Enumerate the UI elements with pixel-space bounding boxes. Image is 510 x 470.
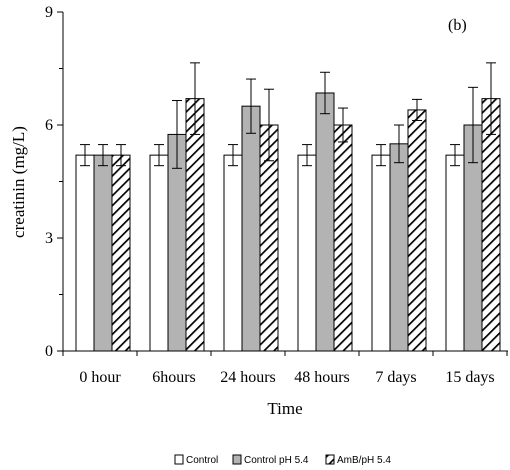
x-tick-label: 6hours — [152, 369, 196, 386]
y-tick-label: 0 — [45, 343, 53, 360]
y-tick-label: 6 — [45, 117, 53, 134]
x-tick-label: 15 days — [445, 369, 494, 386]
bar-amb-ph-5-4-0 — [111, 154, 131, 352]
x-tick-label: 7 days — [375, 369, 416, 386]
legend-label: Control pH 5.4 — [244, 455, 309, 466]
y-axis-title: creatinin (mg/L) — [9, 126, 28, 238]
bar-amb-ph-5-4-3 — [333, 124, 353, 352]
x-tick-label: 24 hours — [220, 369, 276, 386]
bar-control-3 — [297, 154, 317, 352]
bar-amb-ph-5-4-5 — [481, 98, 501, 352]
x-tick-label: 48 hours — [294, 369, 350, 386]
bar-control-0 — [75, 154, 95, 352]
panel-label: (b) — [448, 17, 467, 34]
bar-amb-ph-5-4-4 — [407, 109, 427, 352]
plot-area: 0 hour 6hours 24 hours 48 hours 7 days 15 day… — [45, 4, 508, 386]
y-tick-label: 9 — [45, 4, 53, 21]
bar-amb-ph-5-4-1 — [185, 98, 205, 352]
bar-control-4 — [371, 154, 391, 352]
legend-swatch-gray — [232, 454, 242, 465]
legend-swatch-hatch — [325, 454, 335, 465]
bar-control-1 — [149, 154, 169, 352]
y-tick-label: 3 — [45, 230, 53, 247]
bar-control-ph-5-4-2 — [241, 105, 261, 352]
legend: Control Control pH 5.4 AmB/pH 5.4 — [174, 454, 391, 466]
x-tick-label: 0 hour — [79, 369, 121, 386]
x-axis-title: Time — [267, 399, 302, 418]
bar-control-5 — [445, 154, 465, 352]
bar-control-ph-5-4-4 — [389, 143, 409, 352]
bar-control-ph-5-4-3 — [315, 92, 335, 352]
legend-label: AmB/pH 5.4 — [337, 455, 391, 466]
legend-swatch-white — [174, 454, 184, 465]
bar-control-2 — [223, 154, 243, 352]
legend-label: Control — [186, 455, 218, 466]
bar-control-ph-5-4-0 — [93, 154, 113, 352]
